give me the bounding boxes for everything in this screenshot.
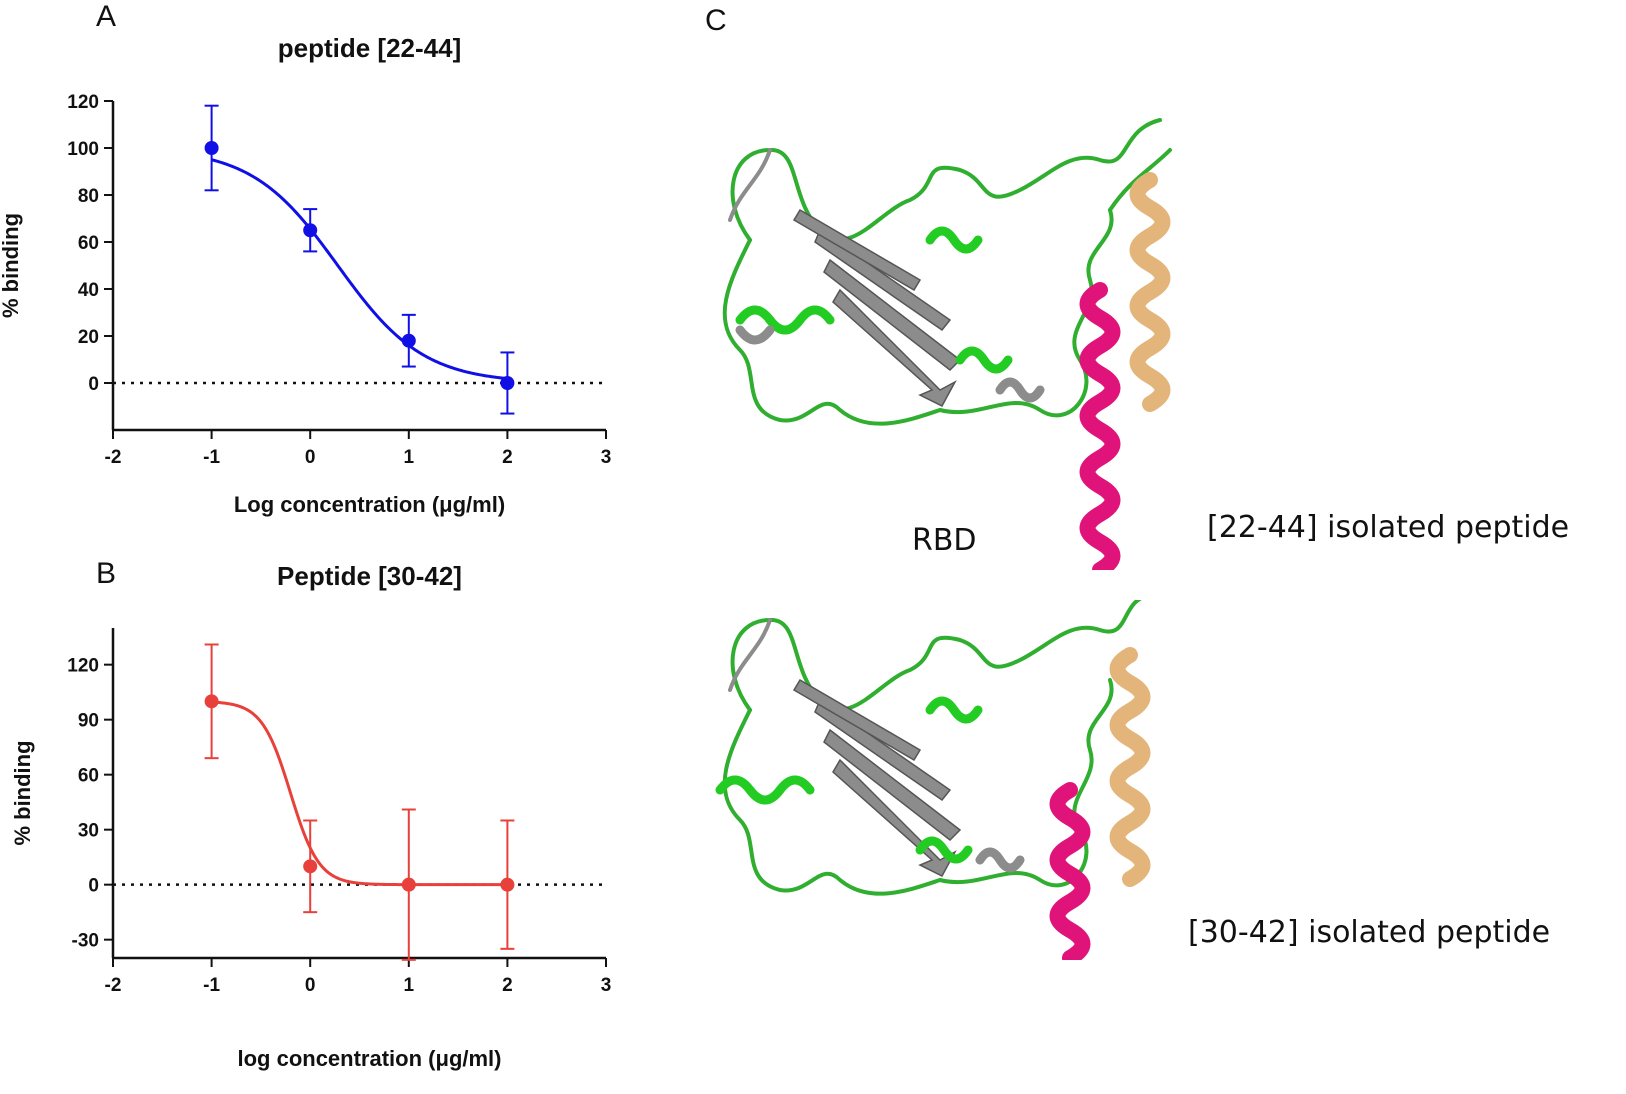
chart-0-x-axis-label: Log concentration (μg/ml)	[234, 492, 505, 517]
chart-0-fit-curve	[211, 158, 508, 381]
chart-0-title: peptide [22-44]	[278, 33, 462, 63]
peptide-22-44-label: [22-44] isolated peptide	[1207, 510, 1570, 545]
chart-a: peptide [22-44] 0 20 40 60 80 100 120 -2 -1 0 1 2 3 Lo…	[0, 33, 612, 517]
chart-1-y-tick-label: 0	[88, 876, 99, 897]
chart-0-y-tick-label: 120	[67, 92, 99, 113]
chart-1-x-tick-label: 2	[502, 975, 513, 996]
chart-0-x-tick-label: 0	[305, 447, 316, 468]
chart-1-data-point	[303, 859, 318, 874]
peptide-22-44-helix	[1079, 282, 1121, 570]
chart-0-x-tick-label: 1	[404, 447, 415, 468]
chart-0-y-tick-label: 40	[78, 280, 99, 301]
chart-0-x-tick-label: 3	[601, 447, 612, 468]
panel-letter-a: A	[96, 0, 117, 33]
chart-0-y-tick-label: 60	[78, 233, 99, 254]
chart-1-data-point	[401, 877, 416, 892]
peptide-30-42-helix	[1049, 782, 1091, 960]
panel-letter-b: B	[96, 557, 117, 590]
chart-1-x-tick-label: -1	[203, 975, 220, 996]
chart-0-data-point	[500, 376, 515, 390]
rbd-helices	[735, 226, 1045, 403]
chart-0-x-tick-label: 2	[502, 447, 513, 468]
chart-1-x-tick-label: 0	[305, 975, 316, 996]
chart-0-data-point	[303, 223, 318, 238]
rbd-strands	[792, 208, 962, 407]
chart-0-y-tick-label: 0	[88, 374, 99, 395]
chart-1-y-tick-label: 120	[67, 656, 99, 677]
chart-1-y-tick-label: 90	[78, 711, 99, 732]
chart-1-x-tick-label: -2	[105, 975, 122, 996]
peptide-30-42-label: [30-42] isolated peptide	[1188, 915, 1551, 950]
chart-b: Peptide [30-42] -30 0 30 60 90 120 -2 -1 0 1 2 3 log …	[10, 561, 612, 1071]
chart-1-title: Peptide [30-42]	[277, 561, 462, 591]
chart-1-data-point	[204, 694, 219, 709]
chart-1-y-tick-label: 60	[78, 766, 99, 787]
chart-1-x-tick-label: 3	[601, 975, 612, 996]
chart-0-data-point	[204, 141, 219, 155]
chart-0-data-point	[401, 333, 416, 348]
panel-letter-c: C	[705, 4, 727, 37]
chart-1-y-axis-label: % binding	[10, 740, 35, 845]
chart-1-x-tick-label: 1	[404, 975, 415, 996]
ace2-helix	[1109, 647, 1151, 887]
chart-1-y-tick-label: 30	[78, 821, 99, 842]
chart-1-y-tick-label: -30	[72, 931, 99, 952]
rbd-label: RBD	[912, 523, 977, 558]
chart-1-fit-curve	[211, 700, 508, 887]
chart-0-x-tick-label: -2	[105, 447, 122, 468]
chart-0-y-axis-label: % binding	[0, 213, 23, 318]
chart-0-y-tick-label: 80	[78, 186, 99, 207]
chart-0-y-tick-label: 20	[78, 327, 99, 348]
chart-0-x-tick-label: -1	[203, 447, 220, 468]
chart-0-y-tick-label: 100	[67, 139, 99, 160]
rbd-peptide-22-44-structure	[722, 118, 1172, 570]
ace2-helix	[1129, 172, 1171, 412]
rbd-peptide-30-42-structure	[715, 600, 1151, 960]
rbd-loops	[722, 600, 1142, 896]
chart-1-x-axis-label: log concentration (μg/ml)	[237, 1046, 501, 1071]
chart-1-data-point	[500, 877, 515, 892]
rbd-helices	[715, 696, 1025, 873]
